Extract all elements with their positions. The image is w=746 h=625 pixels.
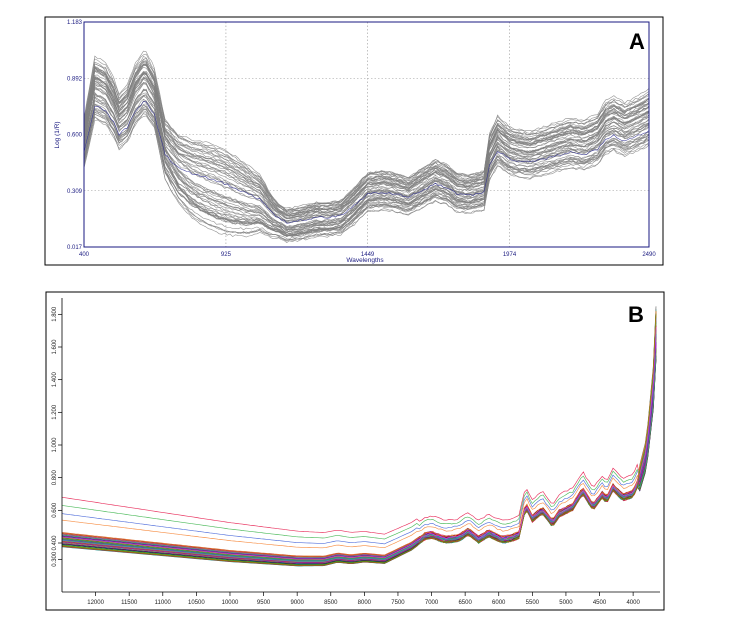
chart-b-x-tick-label: 4500 (593, 600, 607, 606)
chart-a-y-tick-label: 0.892 (67, 76, 83, 82)
chart-b-x-tick-label: 12000 (87, 600, 104, 606)
chart-b-x-tick-label: 7000 (425, 600, 439, 606)
chart-b-series-line (61, 342, 657, 540)
chart-a-series-line (83, 72, 650, 216)
chart-a-x-tick-label: 1449 (361, 252, 375, 258)
chart-b-x-tick-label: 4000 (626, 600, 640, 606)
chart-b-y-ticks: 1.800 1.600 1.400 1.200 1.000 0.800 0.600 0.400… (52, 306, 62, 567)
chart-a-series-line (83, 83, 650, 231)
chart-b-y-tick-label: 1.400 (52, 372, 58, 388)
chart-a-series-line (83, 103, 650, 235)
chart-a-series-line (83, 101, 650, 224)
chart-a-series-line (83, 61, 650, 215)
chart-a-series-line (83, 104, 650, 230)
chart-a-x-tick-label: 400 (79, 252, 90, 258)
chart-a-plot-border (83, 21, 650, 248)
chart-b-x-tick-label: 7500 (391, 600, 405, 606)
chart-b-x-ticks: 12000 11500 11000 10500 10000 9500 9000 8500 800… (87, 592, 640, 606)
chart-a-series-line (83, 100, 650, 233)
chart-b-x-tick-label: 5500 (526, 600, 540, 606)
chart-b-series-line (61, 313, 657, 566)
chart-b-y-tick-label: 0.300 (52, 551, 58, 567)
chart-a-series-line (83, 112, 650, 243)
chart-a-y-tick-label: 0.600 (67, 133, 83, 139)
chart-b-y-tick-label: 1.000 (52, 437, 58, 453)
chart-a: 1.183 0.892 0.600 0.309 0.017 400 925 1449 1974… (44, 16, 664, 266)
chart-b-series-line (61, 327, 657, 560)
chart-a-series-line (83, 92, 650, 220)
chart-b-y-tick-label: 1.600 (52, 339, 58, 355)
chart-b-series-line (61, 353, 657, 562)
chart-a-y-tick-label: 1.183 (67, 20, 83, 26)
chart-b-x-tick-label: 8500 (324, 600, 338, 606)
chart-b-x-tick-label: 8000 (358, 600, 372, 606)
chart-b-x-tick-label: 10500 (188, 600, 205, 606)
chart-b-series-line (61, 330, 657, 549)
chart-b-x-tick-label: 6500 (458, 600, 472, 606)
chart-b-x-tick-label: 6000 (492, 600, 506, 606)
chart-a-x-tick-label: 1974 (503, 252, 517, 258)
panel-label-a: A (629, 29, 645, 54)
chart-a-series-line (83, 57, 650, 211)
chart-a-series-line (83, 95, 650, 223)
chart-b-x-tick-label: 11500 (121, 600, 138, 606)
chart-a-series-line (83, 53, 650, 212)
chart-a-x-tick-label: 925 (221, 252, 232, 258)
chart-b-series-line (61, 338, 657, 558)
panel-label-b: B (628, 302, 644, 327)
chart-a-frame (44, 16, 664, 266)
chart-b-y-tick-label: 0.600 (52, 502, 58, 518)
chart-b-series-line (61, 311, 657, 557)
chart-a-xlabel: Wavelengths (346, 257, 384, 264)
chart-b-series (61, 306, 657, 567)
chart-b-x-tick-label: 10000 (222, 600, 239, 606)
chart-b: 1.800 1.600 1.400 1.200 1.000 0.800 0.600 0.400… (45, 291, 665, 611)
chart-a-series-line (83, 107, 650, 237)
chart-b-x-tick-label: 9000 (290, 600, 304, 606)
chart-a-x-ticks: 400 925 1449 1974 2490 (79, 252, 656, 258)
chart-b-y-tick-label: 0.800 (52, 470, 58, 486)
chart-a-series (83, 50, 650, 243)
chart-a-y-tick-label: 0.017 (67, 245, 83, 251)
chart-b-series-line (61, 343, 657, 535)
chart-b-x-tick-label: 9500 (257, 600, 271, 606)
chart-b-x-tick-label: 5000 (559, 600, 573, 606)
chart-a-series-line (83, 72, 650, 213)
chart-b-series-line (61, 322, 657, 561)
chart-b-y-tick-label: 1.800 (52, 306, 58, 322)
chart-b-x-tick-label: 11000 (155, 600, 172, 606)
chart-a-series-line (83, 64, 650, 217)
chart-a-series-line (83, 73, 650, 230)
chart-b-series-line (61, 328, 657, 545)
chart-a-series-line (83, 108, 650, 237)
chart-a-ylabel: Log (1/R) (54, 121, 61, 148)
chart-a-y-ticks: 1.183 0.892 0.600 0.309 0.017 (67, 20, 83, 251)
chart-b-y-tick-label: 0.400 (52, 535, 58, 551)
chart-a-series-line (83, 76, 650, 229)
chart-a-x-tick-label: 2490 (642, 252, 656, 258)
chart-a-series-line (83, 94, 650, 216)
chart-b-y-tick-label: 1.200 (52, 404, 58, 420)
chart-a-y-tick-label: 0.309 (67, 189, 83, 195)
chart-a-series-line (83, 110, 650, 231)
